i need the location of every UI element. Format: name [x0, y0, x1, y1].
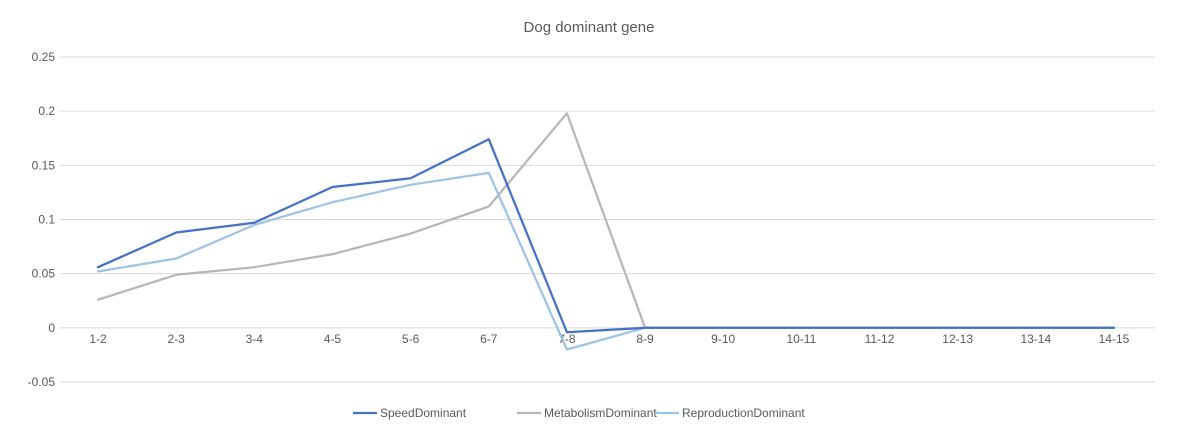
- y-tick-label: 0.15: [32, 158, 56, 172]
- series-line-reproductiondominant: [96, 171, 1116, 351]
- x-axis-tick-labels: 1-2 2-3 3-4 4-5 5-6 6-7 7-8 8-9 9-10 10-11 11-12 12…: [89, 332, 1129, 346]
- y-tick-label: 0.1: [38, 213, 55, 227]
- x-tick-label: 4-5: [324, 332, 342, 346]
- y-tick-label: 0: [48, 321, 55, 335]
- y-tick-label: -0.05: [28, 375, 56, 389]
- y-tick-label: 0.25: [32, 50, 56, 64]
- legend-label: ReproductionDominant: [682, 406, 805, 420]
- chart-title: Dog dominant gene: [524, 19, 655, 36]
- x-tick-label: 10-11: [786, 332, 816, 346]
- x-tick-label: 9-10: [711, 332, 735, 346]
- x-tick-label: 11-12: [865, 332, 895, 346]
- x-tick-label: 14-15: [1099, 332, 1130, 346]
- legend-label: SpeedDominant: [380, 406, 467, 420]
- x-tick-label: 2-3: [167, 332, 185, 346]
- legend-label: MetabolismDominant: [544, 406, 657, 420]
- legend: SpeedDominant MetabolismDominant Reproduct…: [353, 406, 805, 420]
- x-tick-label: 8-9: [636, 332, 654, 346]
- x-tick-label: 1-2: [89, 332, 107, 346]
- series-line-speeddominant: [96, 138, 1116, 334]
- x-tick-label: 5-6: [402, 332, 420, 346]
- series-lines: [96, 112, 1116, 351]
- x-tick-label: 6-7: [480, 332, 498, 346]
- x-tick-label: 13-14: [1020, 332, 1051, 346]
- x-tick-label: 12-13: [942, 332, 973, 346]
- y-tick-label: 0.05: [32, 267, 56, 281]
- y-tick-label: 0.2: [38, 104, 55, 118]
- x-tick-label: 3-4: [246, 332, 264, 346]
- series-line-metabolismdominant: [96, 112, 1116, 329]
- gridlines: [60, 56, 1155, 383]
- y-axis-tick-labels: -0.05 0 0.05 0.1 0.15 0.2 0.25: [28, 50, 56, 389]
